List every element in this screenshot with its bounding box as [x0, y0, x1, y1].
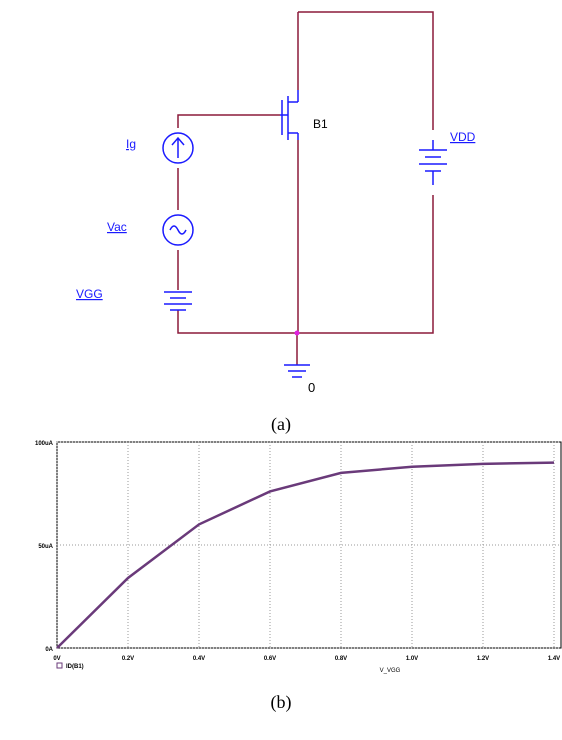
- arrow: [172, 138, 184, 158]
- circuit: Ig Vac VGG B1 VDD 0 (a): [76, 12, 476, 435]
- caption-a: (a): [271, 414, 291, 435]
- sine: [170, 226, 186, 234]
- node: [295, 331, 300, 336]
- transistor: [280, 90, 298, 140]
- y-tick-label: 0A: [45, 647, 53, 653]
- label-vdd: VDD: [450, 130, 476, 144]
- x-tick-label: 0.6V: [264, 656, 276, 662]
- label-b1: B1: [313, 117, 328, 131]
- label-vac: Vac: [107, 220, 127, 234]
- chart: 0A 50uA 100uA 0V 0.2V 0.4V 0.6V 0.8V 1.0V 1.2V 1.4…: [35, 441, 561, 674]
- x-tick-label: 0.2V: [122, 656, 134, 662]
- x-tick-label: 1.0V: [406, 656, 418, 662]
- x-tick-label: 1.2V: [477, 656, 489, 662]
- legend-symbol: [57, 663, 62, 668]
- battery-vgg: [164, 292, 192, 310]
- x-tick-label: 0V: [53, 656, 60, 662]
- x-tick-label: 1.4V: [548, 656, 560, 662]
- caption-b: (b): [271, 692, 292, 713]
- label-ground: 0: [308, 380, 315, 395]
- y-tick-label: 50uA: [38, 544, 53, 550]
- x-tick-label: 0.8V: [335, 656, 347, 662]
- ground: [284, 365, 310, 377]
- label-vgg: VGG: [76, 287, 103, 301]
- figure: Ig Vac VGG B1 VDD 0 (a) 0A 50uA 100uA 0V 0.2…: [0, 0, 562, 740]
- legend-label: ID(B1): [66, 664, 84, 670]
- y-tick-label: 100uA: [35, 441, 54, 447]
- x-axis-label: V_VGG: [380, 668, 401, 674]
- x-tick-label: 0.4V: [193, 656, 205, 662]
- battery-vdd: [419, 140, 447, 185]
- wires: [178, 12, 433, 365]
- label-ig: Ig: [126, 137, 136, 151]
